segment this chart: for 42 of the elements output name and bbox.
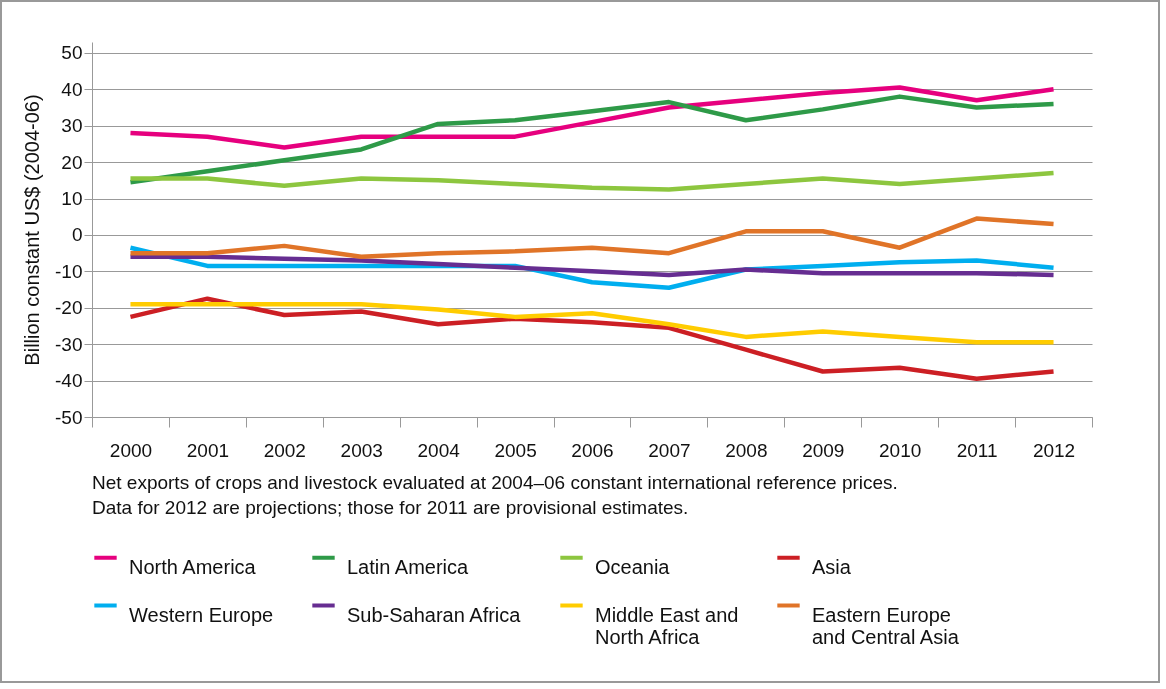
y-axis-title: Billion constant US$ (2004-06) <box>21 94 44 366</box>
x-tick-label: 2012 <box>1032 439 1076 461</box>
x-tick-label: 2006 <box>571 439 614 461</box>
legend-label: Oceania <box>595 555 671 578</box>
x-tick-label: 2004 <box>417 439 461 461</box>
y-tick-label: 30 <box>61 115 83 137</box>
x-tick-label: 2005 <box>494 439 537 461</box>
line-series <box>128 301 1056 345</box>
y-tick-label: 40 <box>61 78 83 100</box>
x-tick-label: 2003 <box>340 439 383 461</box>
legend-label: Asia <box>812 555 852 578</box>
line-series <box>128 296 1056 382</box>
x-tick-label: 2009 <box>802 439 845 461</box>
legend-label: Eastern Europe and Central Asia <box>812 603 960 648</box>
y-tick-label: 50 <box>61 42 83 64</box>
y-tick-label: -30 <box>55 333 83 355</box>
legend-label: Middle East and North Africa <box>595 603 739 648</box>
legend-label: Sub-Saharan Africa <box>347 603 522 626</box>
x-tick-label: 2000 <box>109 439 153 461</box>
x-tick-label: 2002 <box>263 439 306 461</box>
line-series <box>128 94 1056 185</box>
legend-label: North America <box>129 555 257 578</box>
y-tick-label: 10 <box>61 188 83 210</box>
x-tick-label: 2008 <box>725 439 768 461</box>
y-tick-label: 20 <box>61 151 83 173</box>
x-tick-label: 2010 <box>879 439 922 461</box>
line-series <box>128 85 1056 150</box>
line-series <box>128 170 1056 192</box>
legend-label: Latin America <box>347 555 470 578</box>
x-tick-label: 2001 <box>186 439 230 461</box>
x-tick-label: 2007 <box>648 439 691 461</box>
y-tick-label: -10 <box>55 260 83 282</box>
text: Net exports of crops and livestock evaluated at 2004–06 constant international reference prices. <box>92 472 898 493</box>
x-tick-label: 2011 <box>956 439 998 461</box>
line-series <box>128 254 1056 278</box>
line-series <box>128 216 1056 260</box>
y-tick-label: -40 <box>55 370 83 392</box>
y-tick-label: 0 <box>71 224 83 246</box>
legend-label: Western Europe <box>129 603 274 626</box>
y-tick-label: -20 <box>55 297 83 319</box>
y-tick-label: -50 <box>55 406 83 428</box>
text: Data for 2012 are projections; those for 2011 are provisional estimates. <box>92 497 689 518</box>
